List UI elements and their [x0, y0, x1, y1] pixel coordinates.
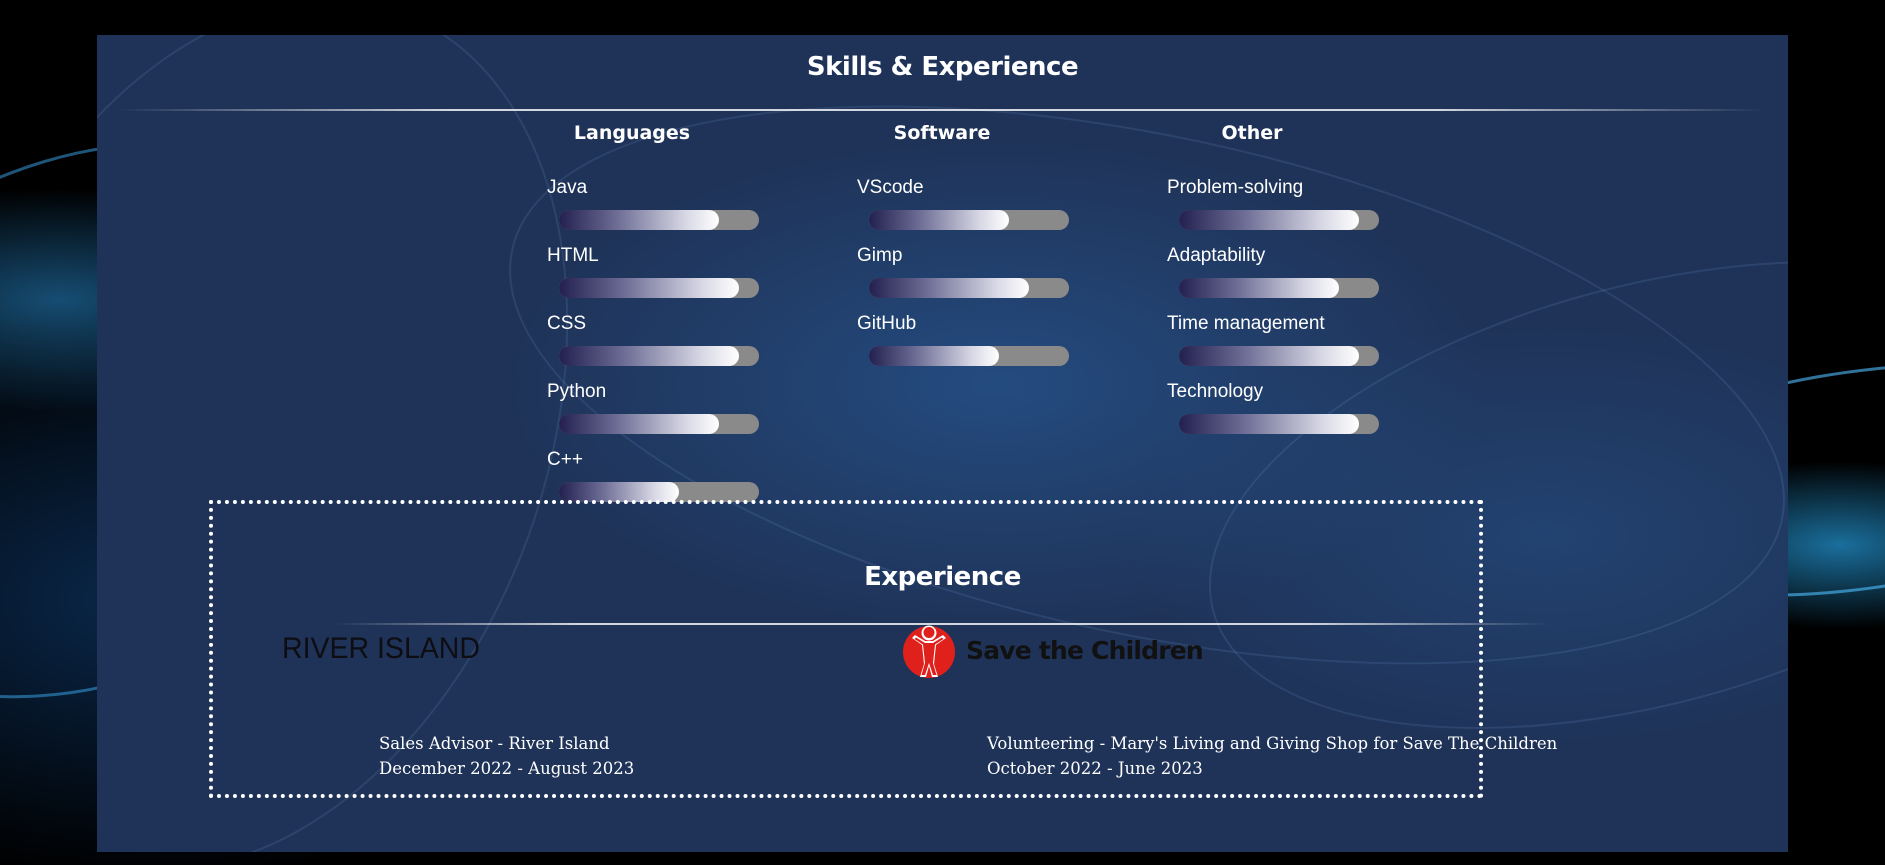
skill-item: GitHub [857, 310, 1097, 366]
job-entry: Volunteering - Mary's Living and Giving … [987, 731, 1557, 781]
job-role: Sales Advisor - River Island [379, 734, 610, 753]
column-heading-software: Software [893, 122, 991, 144]
skill-bar-fill [1179, 414, 1359, 434]
skill-item: HTML [547, 242, 787, 298]
skill-bar-fill [559, 482, 679, 502]
job-dates: October 2022 - June 2023 [987, 759, 1203, 778]
skill-bar-fill [1179, 278, 1339, 298]
skill-bar-fill [559, 346, 739, 366]
skill-item: CSS [547, 310, 787, 366]
skill-bar [869, 278, 1069, 298]
job-dates: December 2022 - August 2023 [379, 759, 635, 778]
skill-bar-fill [1179, 346, 1359, 366]
skill-name: Time management [1167, 313, 1325, 334]
skill-bar [559, 346, 759, 366]
skill-bar [1179, 210, 1379, 230]
experience-divider [335, 623, 1550, 625]
skill-name: Adaptability [1167, 245, 1266, 266]
job-role: Volunteering - Mary's Living and Giving … [987, 734, 1558, 753]
save-the-children-wordmark: Save the Children [966, 635, 1204, 665]
skill-item: Time management [1167, 310, 1407, 366]
save-the-children-logo: Save the Children [900, 620, 1204, 680]
skill-bar-fill [559, 210, 719, 230]
skills-experience-panel [97, 35, 1788, 852]
skill-bar [559, 210, 759, 230]
skill-name: Technology [1167, 381, 1264, 402]
skill-name: Problem-solving [1167, 177, 1304, 198]
skill-bar [869, 346, 1069, 366]
skill-bar-fill [869, 278, 1029, 298]
skill-item: Technology [1167, 378, 1407, 434]
skill-item: VScode [857, 174, 1097, 230]
skill-name: CSS [547, 313, 587, 334]
skill-bar [559, 414, 759, 434]
skill-bar [869, 210, 1069, 230]
experience-title: Experience [864, 562, 1021, 592]
skill-item: C++ [547, 446, 787, 502]
skill-bar-fill [869, 210, 1009, 230]
skill-name: VScode [857, 177, 924, 198]
column-heading-languages: Languages [573, 122, 691, 144]
skill-item: Python [547, 378, 787, 434]
section-title: Skills & Experience [806, 52, 1079, 82]
skill-name: HTML [547, 245, 599, 266]
column-heading-other: Other [1221, 122, 1283, 144]
skill-name: Java [547, 177, 588, 198]
skill-bar [1179, 278, 1379, 298]
skill-bar-fill [559, 278, 739, 298]
skill-bar [1179, 414, 1379, 434]
title-divider [120, 109, 1765, 111]
job-entry: Sales Advisor - River Island December 20… [379, 731, 634, 781]
skill-bar-fill [869, 346, 999, 366]
skill-item: Java [547, 174, 787, 230]
skill-name: Gimp [857, 245, 903, 266]
skill-bar [559, 278, 759, 298]
river-island-logo: RIVER ISLAND [282, 632, 480, 665]
skill-name: C++ [547, 449, 583, 470]
experience-box [209, 500, 1483, 798]
skill-bar [1179, 346, 1379, 366]
skill-name: GitHub [857, 313, 917, 334]
skill-item: Adaptability [1167, 242, 1407, 298]
skill-item: Gimp [857, 242, 1097, 298]
skill-bar [559, 482, 759, 502]
save-the-children-emblem-icon [903, 625, 955, 678]
skill-bar-fill [1179, 210, 1359, 230]
skill-name: Python [547, 381, 607, 402]
skill-bar-fill [559, 414, 719, 434]
skill-item: Problem-solving [1167, 174, 1407, 230]
